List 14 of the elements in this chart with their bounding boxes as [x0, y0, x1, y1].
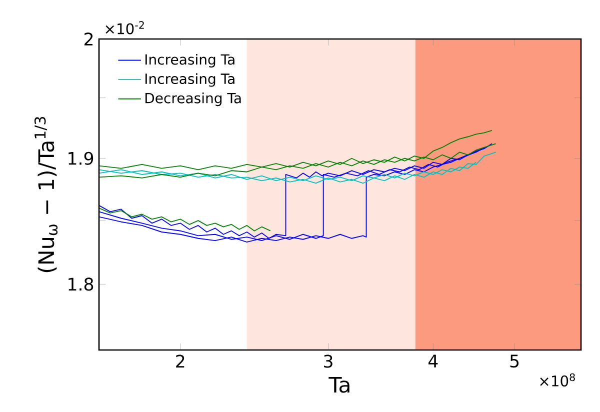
legend-label: Decreasing Ta: [145, 92, 241, 106]
y-axis-title: (Nu$_{ω}$ − 1)/Ta$^{1/3}$: [34, 117, 58, 272]
text: ×10$^{8}$: [540, 373, 575, 386]
x-axis-title: Ta: [328, 376, 350, 393]
x-tick-label: 3: [324, 354, 332, 368]
x-tick-label: 4: [428, 354, 438, 368]
y-tick-label: 1.8: [68, 278, 94, 291]
x-tick-label: 2: [176, 354, 184, 368]
legend-label: Increasing Ta: [145, 54, 234, 68]
x-tick-label: 5: [510, 354, 519, 368]
text: ×10$^{-2}$: [106, 21, 144, 34]
y-tick-label: 2: [84, 32, 93, 46]
y-tick-label: 1.9: [68, 152, 94, 165]
legend-label: Increasing Ta: [145, 73, 234, 87]
